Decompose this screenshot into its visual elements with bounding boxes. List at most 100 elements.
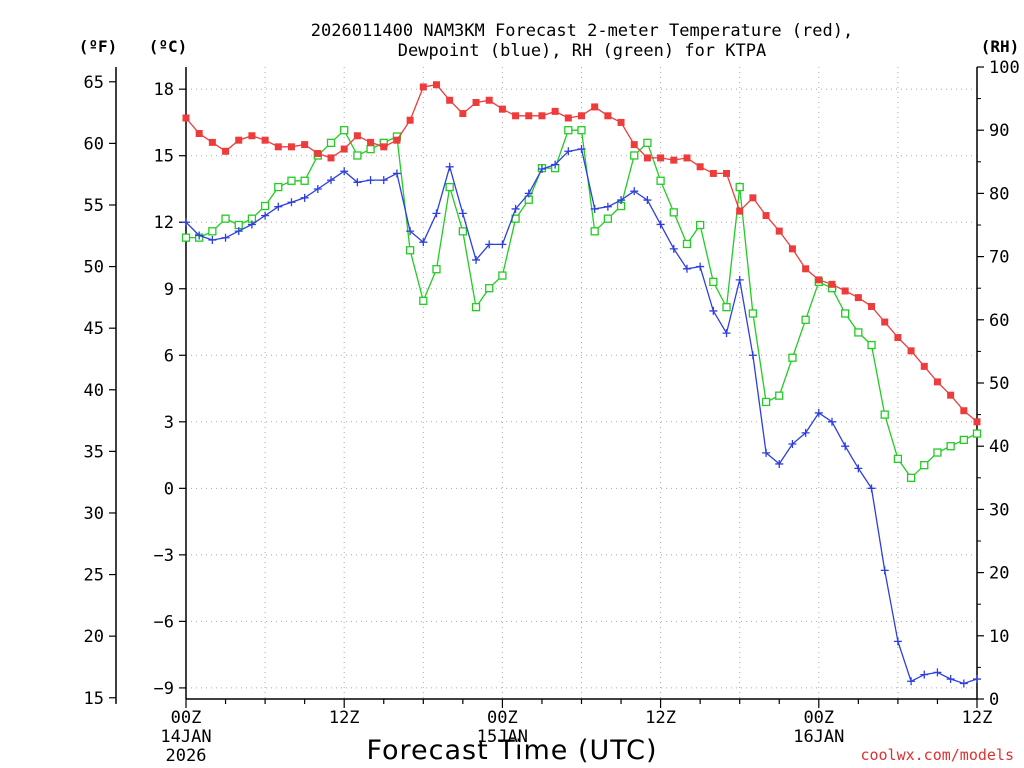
temperature-point — [182, 114, 190, 122]
dewpoint-point — [920, 670, 929, 679]
temperature-point — [432, 81, 440, 89]
x-axis-title: Forecast Time (UTC) — [366, 735, 657, 766]
fahrenheit-tick-label: 50 — [84, 258, 104, 278]
series-dewpoint — [182, 145, 981, 688]
temperature-point — [498, 105, 506, 113]
rh-point — [801, 315, 810, 324]
dewpoint-point — [498, 240, 507, 249]
temperature-point — [314, 149, 322, 157]
rh-point — [682, 239, 692, 249]
temperature-point — [947, 391, 955, 399]
rh-point — [696, 220, 705, 230]
temperature-point — [670, 156, 678, 164]
dewpoint-point — [603, 202, 612, 211]
rh-point — [643, 138, 652, 147]
temperature-point — [657, 154, 665, 162]
rh-point — [775, 391, 784, 400]
temperature-point — [208, 138, 216, 146]
temperature-point — [485, 96, 493, 104]
dewpoint-point — [722, 329, 731, 338]
temperature-point — [630, 141, 638, 149]
temperature-point — [933, 378, 941, 386]
temperature-point — [195, 130, 203, 138]
dewpoint-point — [485, 240, 494, 249]
data-series — [181, 81, 982, 688]
rh-point — [366, 145, 375, 154]
dewpoint-point — [327, 176, 336, 185]
rh-point — [485, 284, 494, 293]
credit-text: coolwx.com/models — [860, 746, 1014, 764]
temperature-point — [762, 212, 770, 220]
fahrenheit-tick-label: 60 — [84, 134, 104, 154]
celsius-tick-label: −6 — [154, 612, 174, 632]
celsius-tick-label: 15 — [154, 147, 174, 167]
rh-point — [471, 303, 481, 312]
rh-point — [603, 214, 613, 223]
celsius-tick-label: 6 — [164, 346, 174, 366]
celsius-tick-label: 12 — [154, 213, 174, 233]
dewpoint-point — [973, 675, 981, 684]
series-rh — [181, 126, 982, 482]
fahrenheit-tick-label: 35 — [84, 442, 104, 462]
rh-point — [405, 246, 415, 255]
temperature-point — [775, 227, 783, 235]
dewpoint-point — [907, 677, 916, 686]
temperature-point — [287, 143, 295, 151]
dewpoint-point — [247, 220, 256, 229]
rh-point — [867, 340, 876, 350]
temperature-point — [920, 362, 928, 370]
dewpoint-point — [827, 417, 836, 426]
temperature-point — [788, 245, 796, 253]
celsius-unit-label: (ºC) — [149, 37, 188, 56]
dewpoint-point — [366, 176, 375, 185]
rh-tick-label: 100 — [989, 58, 1020, 78]
rh-tick-label: 70 — [989, 248, 1009, 268]
dewpoint-point — [300, 193, 309, 202]
celsius-tick-label: −9 — [154, 679, 174, 699]
time-tick-label: 00Z — [171, 708, 202, 728]
dewpoint-point — [709, 306, 718, 315]
temperature-point — [261, 136, 269, 144]
temperature-point — [696, 163, 704, 171]
dewpoint-point — [893, 637, 902, 646]
celsius-tick-label: 18 — [154, 80, 174, 100]
dewpoint-point — [551, 160, 560, 169]
rh-unit-label: (RH) — [981, 37, 1020, 56]
rh-point — [287, 176, 296, 185]
rh-point — [340, 126, 349, 135]
fahrenheit-tick-label: 20 — [84, 627, 104, 647]
temperature-point — [894, 334, 902, 342]
temperature-point — [617, 118, 625, 126]
temperature-point — [815, 276, 823, 284]
time-tick-label: 12Z — [329, 708, 360, 728]
temperature-line — [185, 83, 978, 423]
fahrenheit-tick-label: 30 — [84, 504, 104, 524]
dewpoint-point — [656, 220, 665, 229]
time-tick-year-label: 2026 — [166, 746, 207, 766]
rh-point — [458, 227, 468, 236]
dewpoint-point — [959, 679, 968, 688]
fahrenheit-tick-label: 45 — [84, 319, 104, 339]
dewpoint-point — [221, 233, 230, 242]
chart-title-line2: Dewpoint (blue), RH (green) for KTPA — [398, 41, 766, 61]
temperature-point — [960, 407, 968, 415]
dewpoint-point — [406, 227, 415, 236]
axes — [115, 67, 978, 704]
temperature-point — [736, 207, 744, 215]
temperature-point — [564, 114, 572, 122]
rh-point — [630, 151, 639, 160]
temperature-point — [222, 147, 230, 155]
dewpoint-point — [669, 244, 678, 253]
rh-point — [300, 176, 309, 185]
dewpoint-point — [775, 459, 784, 468]
dewpoint-point — [274, 202, 283, 211]
temperature-point — [973, 418, 981, 426]
rh-tick-label: 20 — [989, 564, 1009, 584]
dewpoint-point — [261, 211, 270, 220]
dewpoint-line — [185, 148, 978, 685]
rh-point — [735, 182, 744, 192]
dewpoint-point — [854, 464, 863, 473]
rh-point — [181, 233, 191, 242]
